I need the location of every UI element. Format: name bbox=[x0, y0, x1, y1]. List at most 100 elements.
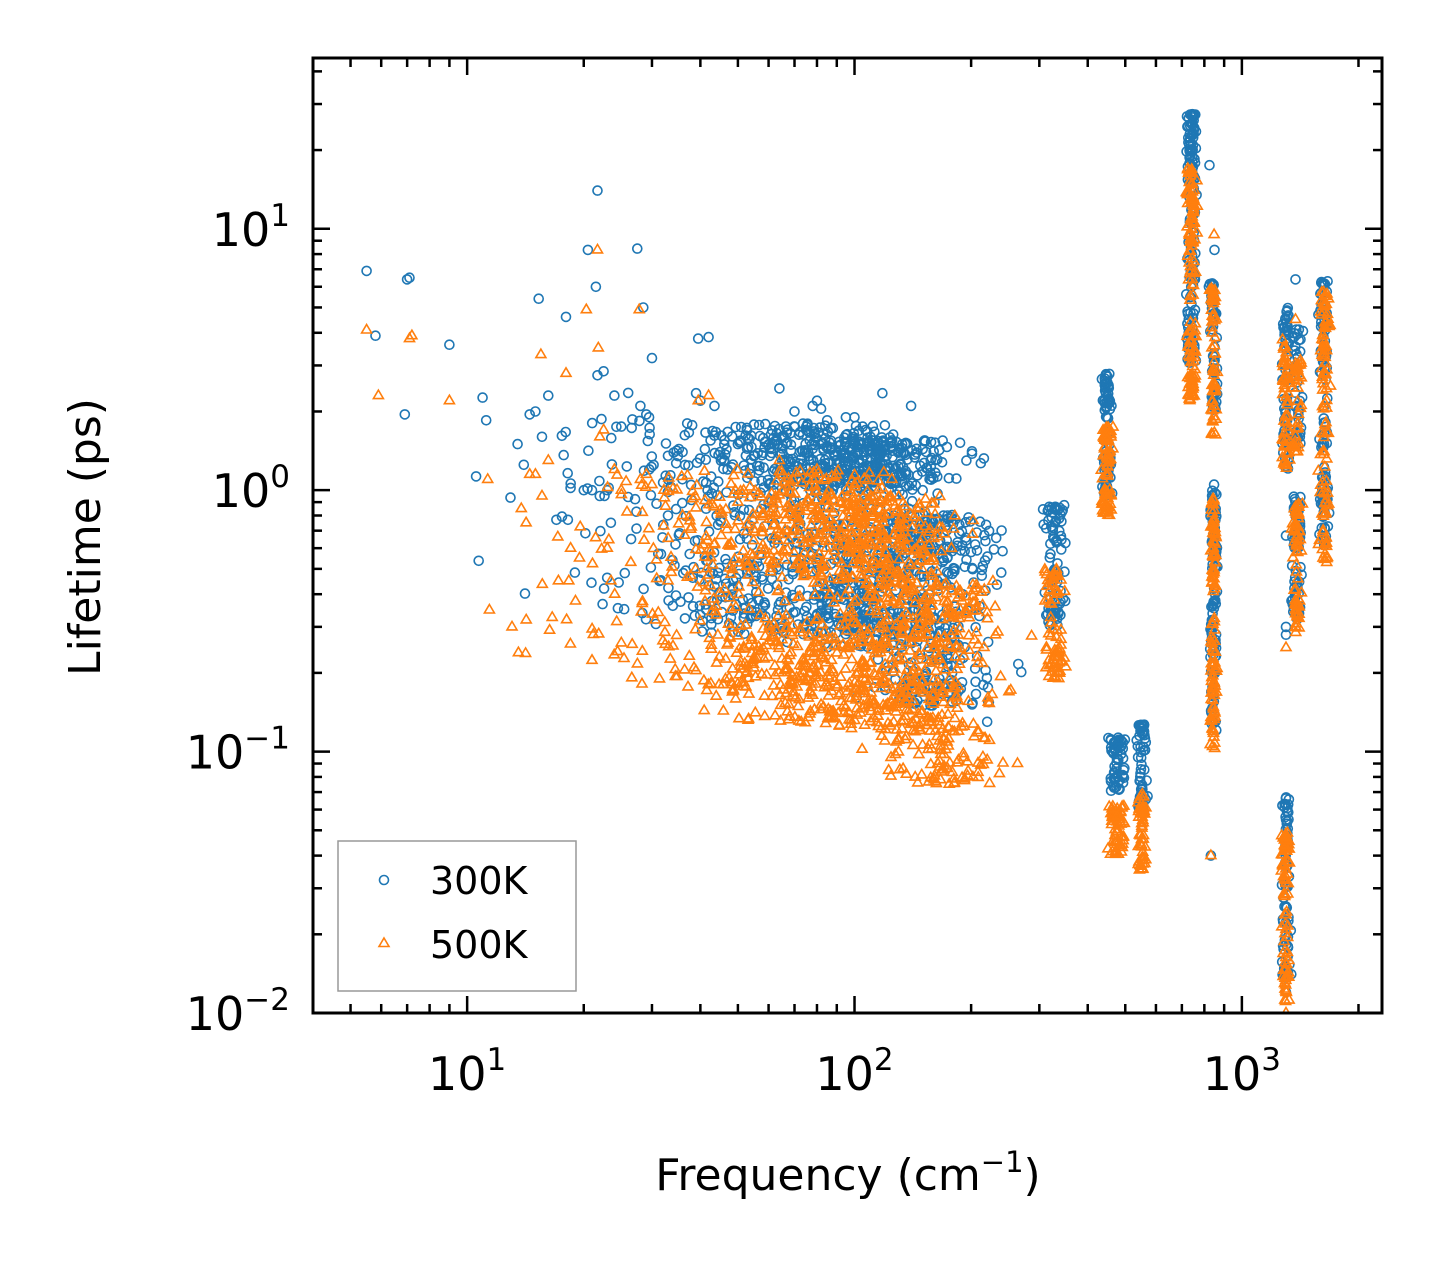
500k-point bbox=[856, 523, 870, 535]
500k-point bbox=[826, 662, 839, 674]
500k-point bbox=[828, 470, 842, 482]
500k-point bbox=[982, 696, 996, 708]
500k-point bbox=[1101, 508, 1115, 519]
500k-point bbox=[813, 670, 826, 682]
500k-point bbox=[519, 646, 532, 658]
300k-point bbox=[582, 244, 594, 256]
500k-point bbox=[872, 719, 885, 731]
500k-point bbox=[741, 466, 755, 478]
500k-point bbox=[1182, 272, 1195, 284]
500k-point bbox=[913, 500, 927, 512]
500k-point bbox=[898, 543, 912, 555]
500k-point bbox=[1189, 265, 1202, 277]
300k-point bbox=[982, 551, 993, 562]
500k-point bbox=[602, 532, 616, 544]
500k-point bbox=[885, 490, 898, 502]
500k-point bbox=[821, 493, 835, 505]
500k-point bbox=[729, 691, 743, 703]
500k-point bbox=[1286, 380, 1300, 392]
500k-point bbox=[1046, 671, 1060, 683]
300k-point bbox=[1048, 533, 1060, 545]
300k-point bbox=[399, 409, 411, 420]
500k-point bbox=[826, 665, 840, 677]
300k-point bbox=[594, 490, 606, 502]
500k-point bbox=[947, 681, 960, 693]
500k-point bbox=[794, 670, 808, 682]
300k-point bbox=[730, 572, 742, 584]
500k-point bbox=[941, 761, 954, 773]
500k-point bbox=[779, 512, 792, 524]
500k-point bbox=[889, 618, 903, 630]
500k-point bbox=[806, 566, 820, 578]
500k-point bbox=[746, 512, 760, 524]
500k-point bbox=[932, 711, 945, 722]
500k-point bbox=[931, 529, 944, 541]
500k-point bbox=[1286, 550, 1300, 562]
500k-point bbox=[573, 550, 586, 562]
500k-point bbox=[772, 641, 786, 653]
500k-point bbox=[928, 640, 942, 652]
500k-point bbox=[635, 644, 649, 656]
500k-point bbox=[1207, 368, 1221, 380]
300k-point bbox=[562, 514, 574, 526]
500k-point bbox=[933, 489, 947, 501]
500k-point bbox=[767, 529, 781, 541]
500k-point bbox=[896, 627, 910, 639]
300k-point bbox=[909, 449, 921, 460]
300k-point bbox=[974, 516, 986, 528]
300k-point bbox=[1206, 601, 1217, 613]
500k-point bbox=[847, 490, 860, 502]
500k-point bbox=[1315, 506, 1329, 518]
500k-point bbox=[746, 575, 760, 587]
500k-point bbox=[1110, 809, 1124, 821]
500k-point bbox=[1004, 683, 1018, 694]
500k-point bbox=[686, 491, 700, 503]
500k-point bbox=[985, 687, 999, 699]
300k-point bbox=[703, 331, 714, 343]
300k-point bbox=[480, 414, 492, 426]
300k-point bbox=[705, 435, 716, 446]
300k-point bbox=[694, 609, 706, 621]
500k-point bbox=[787, 473, 800, 485]
500k-point bbox=[1115, 840, 1129, 852]
500k-point bbox=[1208, 581, 1221, 593]
500k-point bbox=[1205, 721, 1219, 733]
500k-point bbox=[791, 639, 804, 651]
500k-point bbox=[519, 515, 533, 527]
300k-point bbox=[933, 444, 945, 456]
500k-point bbox=[1046, 622, 1060, 634]
500k-point bbox=[723, 630, 736, 641]
500k-point bbox=[926, 551, 940, 563]
300k-point bbox=[938, 681, 949, 693]
500k-point bbox=[820, 559, 834, 570]
500k-point bbox=[1106, 441, 1120, 453]
500k-point bbox=[761, 650, 775, 662]
300k-point bbox=[565, 478, 577, 489]
500k-point bbox=[704, 638, 718, 650]
500k-point bbox=[795, 475, 809, 487]
500k-point bbox=[890, 722, 904, 734]
300k-point bbox=[857, 454, 869, 466]
300k-point bbox=[1290, 274, 1301, 285]
300k-point bbox=[708, 482, 720, 494]
300k-point bbox=[969, 539, 981, 550]
300k-point bbox=[1117, 771, 1129, 782]
500k-point bbox=[822, 688, 836, 700]
500k-point bbox=[891, 597, 905, 609]
500k-point bbox=[698, 464, 711, 476]
500k-point bbox=[840, 610, 854, 622]
500k-point bbox=[1320, 286, 1334, 298]
500k-point bbox=[1209, 378, 1223, 390]
300k-point bbox=[806, 439, 818, 450]
500k-point bbox=[807, 646, 821, 658]
500k-point bbox=[801, 710, 815, 722]
500k-point bbox=[875, 675, 889, 687]
500k-point bbox=[1291, 571, 1305, 583]
300k-point bbox=[512, 438, 523, 450]
500k-point bbox=[950, 690, 964, 702]
500k-point bbox=[859, 545, 873, 557]
500k-point bbox=[1188, 362, 1202, 374]
500k-point bbox=[773, 688, 787, 700]
500k-point bbox=[970, 650, 984, 662]
500k-point bbox=[801, 553, 815, 565]
